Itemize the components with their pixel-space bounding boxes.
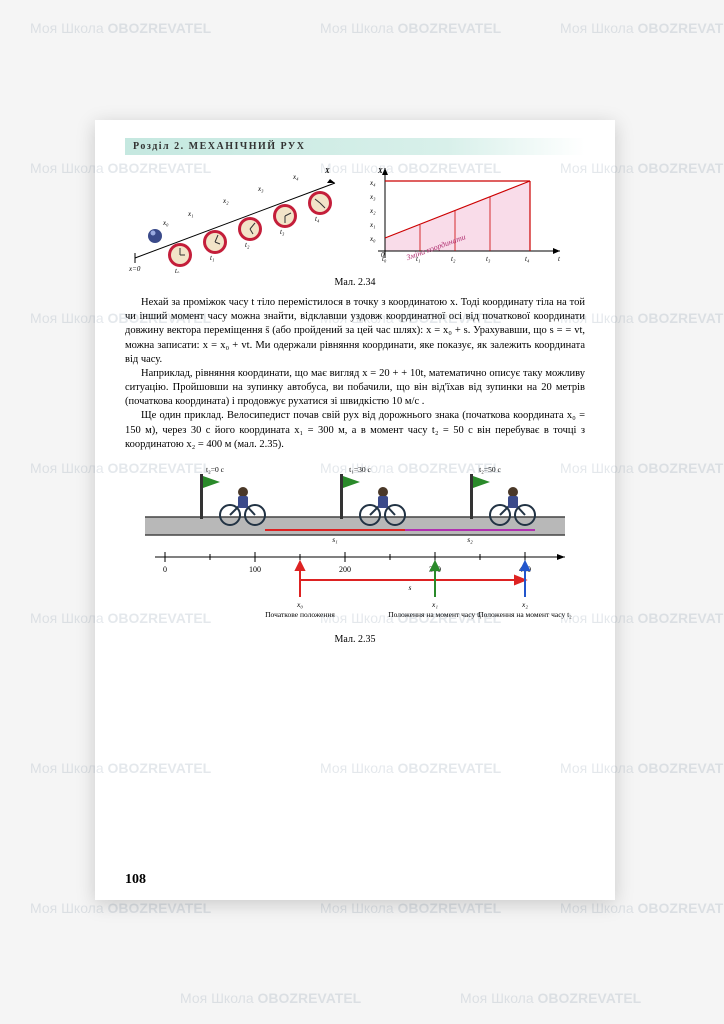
svg-text:200: 200 [339,565,351,574]
svg-text:t₁=30 с: t₁=30 с [349,465,371,474]
clock-icon [168,243,192,267]
svg-text:s: s [409,583,412,592]
svg-text:Положення на момент часу t₂: Положення на момент часу t₂ [478,610,572,619]
svg-text:x₂: x₂ [521,600,528,609]
paragraph-1: Нехай за проміжок часу t тіло перемістил… [125,296,585,367]
figure-234: x=0 [125,163,585,273]
figure-235-caption: Мал. 2.35 [125,634,585,645]
svg-text:t₂=0 с: t₂=0 с [206,465,225,474]
svg-text:t₀: t₀ [175,267,180,273]
page-number: 108 [125,872,146,888]
svg-text:t₃: t₃ [486,255,491,263]
clock-icon [273,204,297,228]
svg-text:t₄: t₄ [315,215,320,223]
svg-text:x₄: x₄ [292,173,299,181]
svg-text:0: 0 [381,251,385,259]
figure-235: t₂=0 с t₁=30 с [125,462,585,632]
svg-text:t: t [558,255,561,263]
cyclist-scene-1: t₁=30 с [340,465,405,525]
svg-text:t₃: t₃ [280,228,285,236]
origin-label: x=0 [128,265,141,273]
svg-text:t₂: t₂ [245,241,250,249]
svg-text:s₁: s₁ [332,535,338,544]
svg-text:t₄: t₄ [525,255,530,263]
watermark: Моя Школа OBOZREVATEL [180,990,361,1006]
clock-icon [308,191,332,215]
clock-icon [203,230,227,254]
svg-text:x₁: x₁ [431,600,438,609]
svg-text:x₃: x₃ [369,193,376,201]
cyclist-scene-2: t₂=50 с [470,465,535,525]
watermark: Моя Школа OBOZREVATEL [560,20,724,36]
textbook-page: Розділ 2. МЕХАНІЧНИЙ РУХ x=0 [95,120,615,900]
paragraph-3: Ще один приклад. Велосипедист почав свій… [125,409,585,452]
svg-text:X: X [324,167,330,175]
watermark: Моя Школа OBOZREVATEL [560,900,724,916]
watermark: Моя Школа OBOZREVATEL [320,20,501,36]
svg-text:Положення на момент часу t₁: Положення на момент часу t₁ [388,610,482,619]
svg-text:x₁: x₁ [187,210,194,218]
cyclist-scene-0: t₂=0 с [200,465,265,525]
svg-text:X: X [377,167,383,175]
svg-text:s₂: s₂ [467,535,473,544]
section-title: Розділ 2. МЕХАНІЧНИЙ РУХ [133,141,305,152]
svg-text:0: 0 [163,565,167,574]
svg-text:t₂=50 с: t₂=50 с [479,465,501,474]
figure-234-left: x=0 [125,163,350,273]
svg-text:x₀: x₀ [162,219,169,227]
watermark: Моя Школа OBOZREVATEL [320,900,501,916]
section-header: Розділ 2. МЕХАНІЧНИЙ РУХ [125,138,585,155]
figure-234-right: x₀ x₁ x₂ x₃ x₄ X t₀ t₁ t₂ t₃ t₄ t 0 Змін… [360,163,585,273]
watermark: Моя Школа OBOZREVATEL [30,20,211,36]
svg-text:x₂: x₂ [369,207,376,215]
svg-text:Початкове положення: Початкове положення [265,610,335,619]
svg-text:x₂: x₂ [222,197,229,205]
watermark: Моя Школа OBOZREVATEL [30,900,211,916]
watermark: Моя Школа OBOZREVATEL [460,990,641,1006]
svg-text:x₀: x₀ [296,600,303,609]
svg-text:100: 100 [249,565,261,574]
clock-icon [238,217,262,241]
svg-text:x₄: x₄ [369,179,376,187]
svg-text:t₁: t₁ [210,254,214,262]
svg-text:x₁: x₁ [369,221,376,229]
svg-text:x₀: x₀ [369,235,376,243]
svg-text:x₃: x₃ [257,185,264,193]
figure-234-caption: Мал. 2.34 [125,277,585,288]
paragraph-2: Наприклад, рівняння координати, що має в… [125,367,585,410]
svg-text:t₂: t₂ [451,255,456,263]
